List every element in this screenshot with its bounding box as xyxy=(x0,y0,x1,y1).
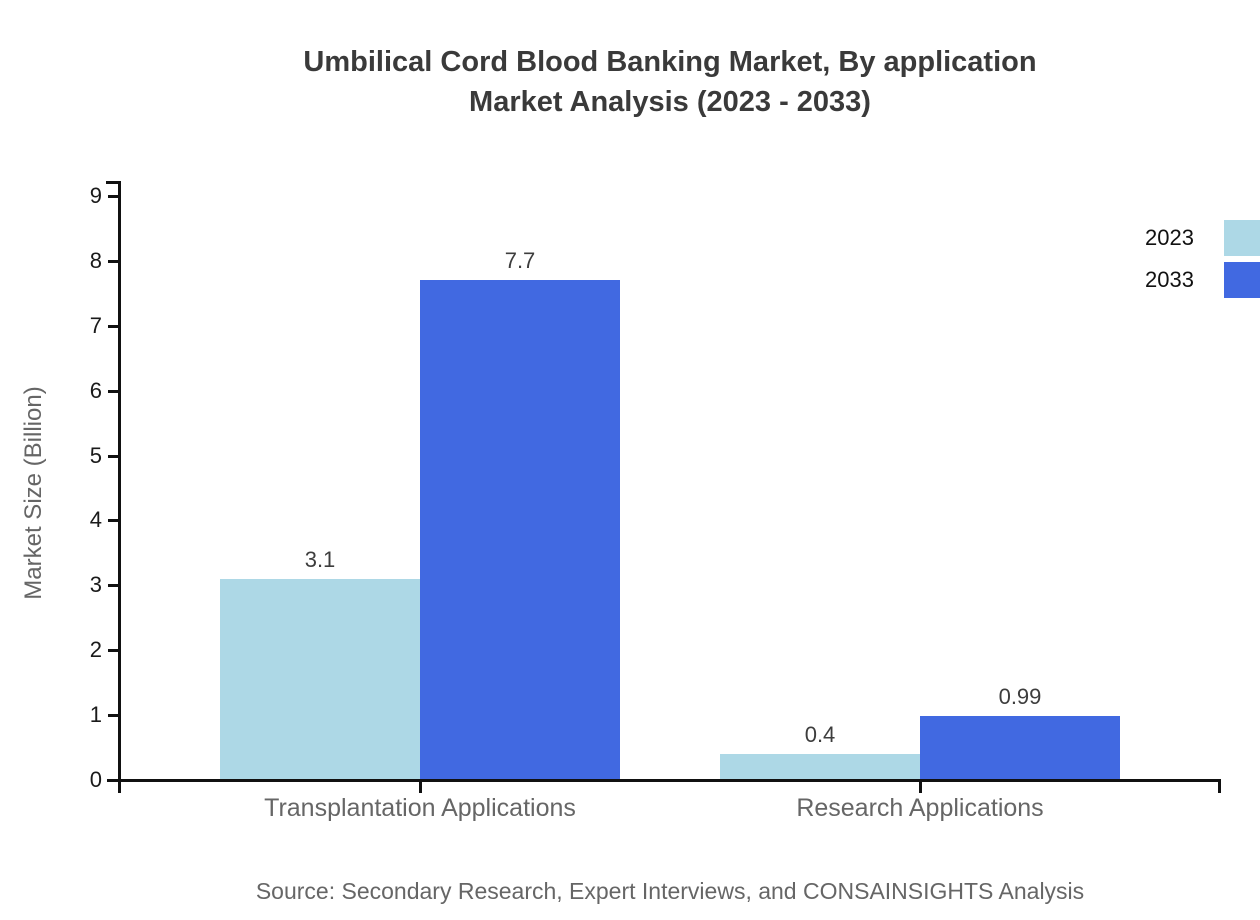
x-axis-line xyxy=(107,779,1221,782)
bar-value-label: 7.7 xyxy=(504,248,536,274)
chart-title: Umbilical Cord Blood Banking Market, By … xyxy=(120,42,1220,122)
chart-title-line-2: Market Analysis (2023 - 2033) xyxy=(469,86,871,118)
y-axis-line xyxy=(118,181,121,793)
chart-title-line-1: Umbilical Cord Blood Banking Market, By … xyxy=(303,46,1037,78)
y-axis-top-cap xyxy=(106,181,120,184)
y-tick-mark xyxy=(108,454,120,458)
bar-value-label: 3.1 xyxy=(304,546,336,572)
y-tick-label: 3 xyxy=(89,572,102,598)
legend-item-2023: 2023 xyxy=(1145,220,1260,256)
y-tick-mark xyxy=(108,195,120,198)
bar-2023-1 xyxy=(720,754,920,780)
bar-2033-0 xyxy=(420,280,620,780)
y-tick-label: 0 xyxy=(89,767,102,792)
y-tick-mark xyxy=(108,584,120,588)
y-tick-label: 1 xyxy=(89,702,102,728)
y-tick-mark xyxy=(108,389,120,393)
bar-value-label: 0.99 xyxy=(998,683,1042,709)
y-tick-label: 7 xyxy=(89,312,102,338)
legend-swatch-icon xyxy=(1224,220,1260,256)
x-tick-mark xyxy=(419,780,422,793)
source-note: Source: Secondary Research, Expert Inter… xyxy=(255,878,1085,904)
y-tick-mark xyxy=(108,324,120,328)
y-tick-label: 4 xyxy=(89,507,102,533)
category-label: Transplantation Applications xyxy=(264,794,576,822)
y-tick-mark xyxy=(108,714,120,718)
y-tick-label: 8 xyxy=(89,247,102,273)
x-tick-mark xyxy=(919,780,922,793)
category-label: Research Applications xyxy=(796,794,1044,822)
y-tick-label: 6 xyxy=(89,377,102,403)
y-tick-mark xyxy=(108,259,120,263)
legend-item-2033: 2033 xyxy=(1145,262,1260,298)
bar-2033-1 xyxy=(920,715,1120,780)
legend-swatch-icon xyxy=(1224,262,1260,298)
y-tick-label: 9 xyxy=(89,183,102,208)
bar-2023-0 xyxy=(220,578,420,780)
legend-label: 2023 xyxy=(1145,225,1194,250)
y-tick-label: 2 xyxy=(89,637,102,663)
x-axis-end-cap xyxy=(1218,779,1221,793)
y-tick-mark xyxy=(108,649,120,653)
bar-value-label: 0.4 xyxy=(804,722,836,747)
y-tick-label: 5 xyxy=(89,442,102,468)
legend-label: 2033 xyxy=(1145,267,1194,292)
y-tick-mark xyxy=(108,519,120,523)
